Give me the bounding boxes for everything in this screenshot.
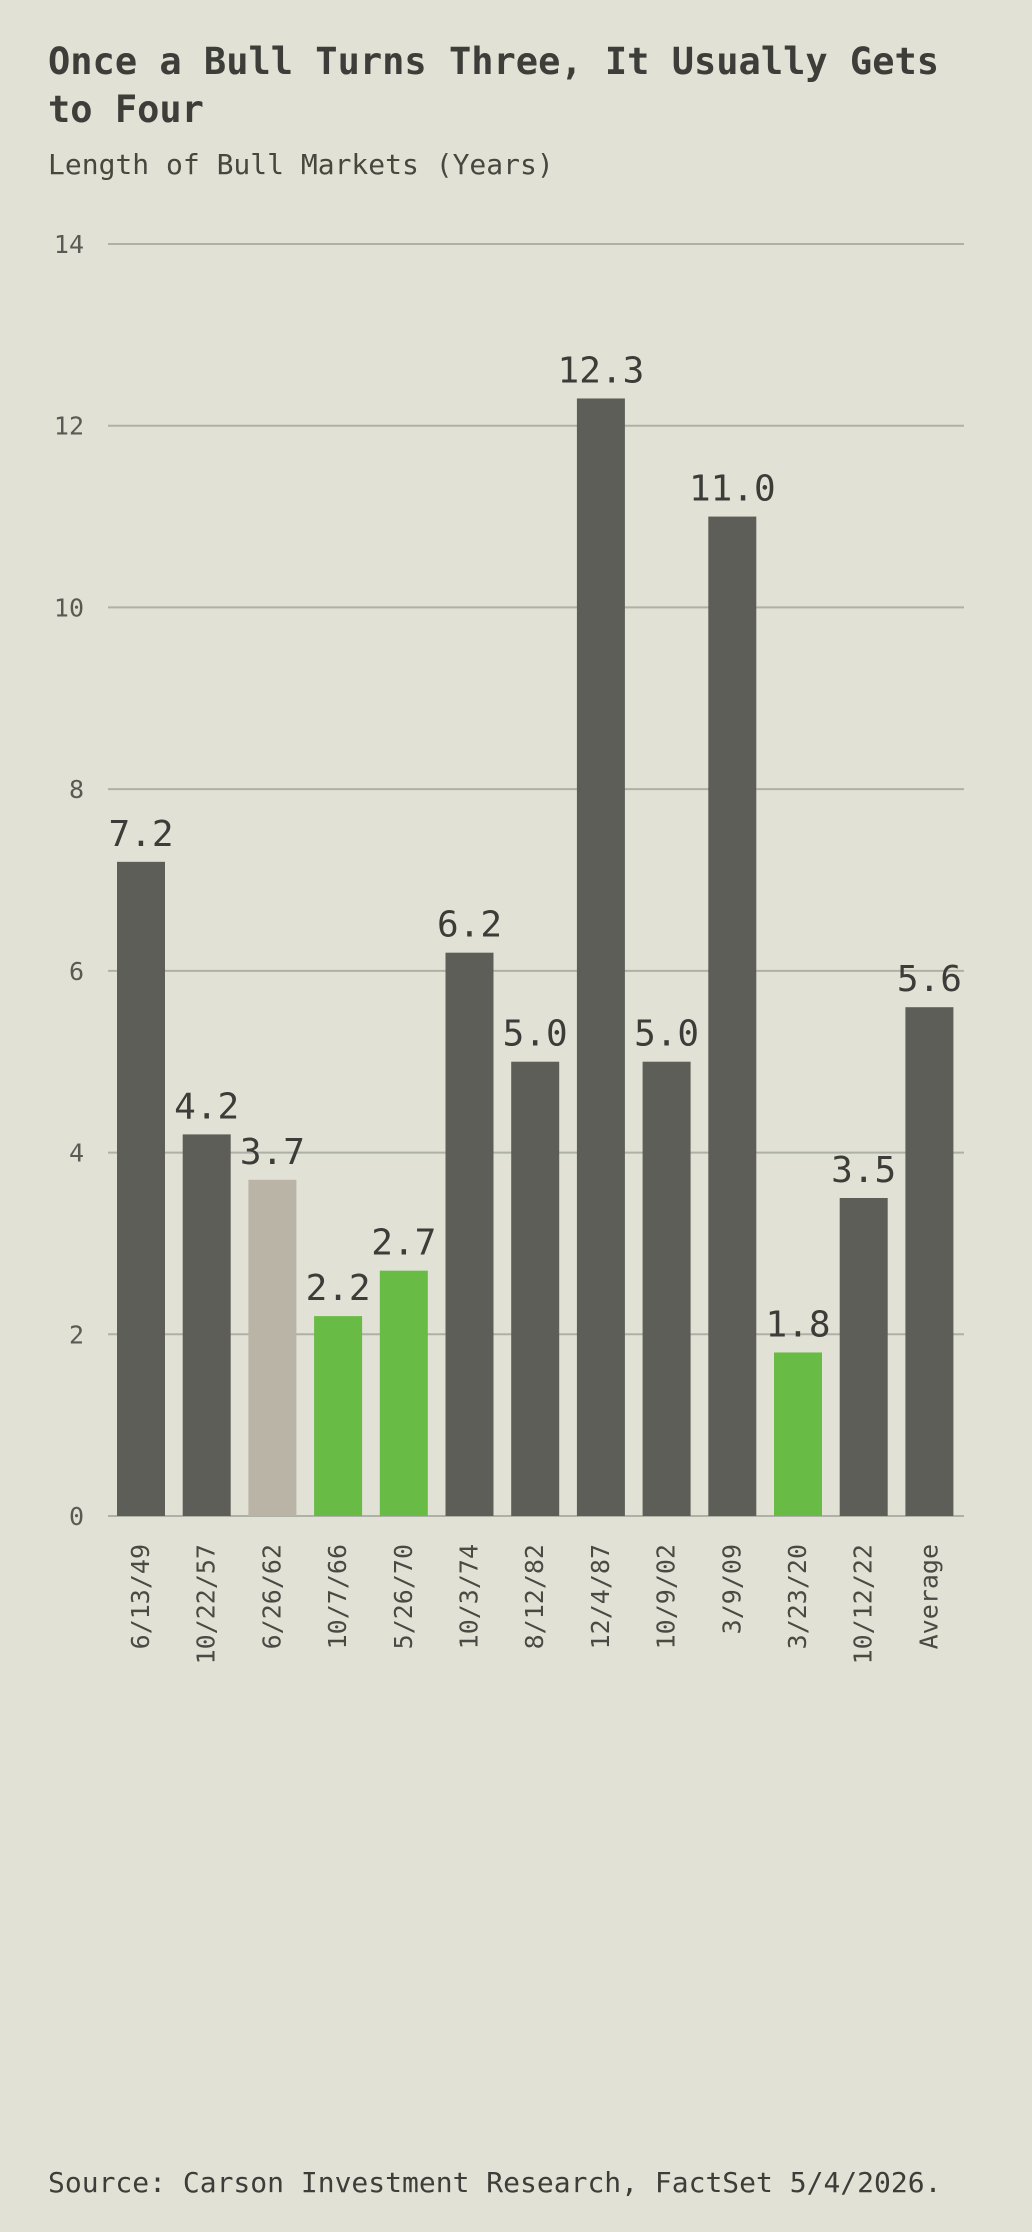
value-label: 11.0 [689,469,776,510]
value-label: 7.2 [108,814,173,855]
y-tick-label: 0 [69,1502,84,1531]
x-tick-label: 3/9/09 [717,1544,746,1634]
bar [182,1134,231,1516]
x-axis-ticks: 6/13/49 10/22/57 6/26/62 10/7/66 5/26/70 10/3… [126,1544,943,1664]
bar [905,1007,954,1516]
x-tick-label: 10/3/74 [455,1544,484,1649]
x-tick-label: 10/9/02 [652,1544,681,1649]
value-label: 12.3 [558,350,645,391]
x-tick-label: 10/7/66 [323,1544,352,1649]
x-tick-label: 12/4/87 [586,1544,615,1649]
value-label: 5.0 [634,1014,699,1055]
bar [314,1316,363,1516]
x-tick-label: Average [914,1544,943,1649]
bar [774,1352,822,1516]
value-label: 2.7 [371,1223,436,1264]
bar [379,1270,428,1516]
y-axis-ticks: 0 2 4 6 8 10 12 14 [54,230,84,1531]
bar [708,516,757,1516]
y-tick-label: 2 [69,1320,84,1349]
chart-subtitle: Length of Bull Markets (Years) [48,148,554,181]
x-tick-label: 10/22/57 [192,1544,221,1664]
x-tick-label: 5/26/70 [389,1544,418,1649]
x-tick-label: 8/12/82 [520,1544,549,1649]
x-tick-label: 3/23/20 [783,1544,812,1649]
source-note: Source: Carson Investment Research, Fact… [48,2166,942,2199]
value-label: 6.2 [437,905,502,946]
chart-title: Once a Bull Turns Three, It Usually Gets… [48,40,940,131]
bar [642,1061,691,1516]
bar [248,1179,297,1516]
bar [511,1061,560,1516]
bar [117,861,165,1516]
x-tick-label: 10/12/22 [849,1544,878,1664]
value-label: 1.8 [765,1304,830,1345]
value-label: 2.2 [306,1268,371,1309]
value-label: 4.2 [174,1086,239,1127]
bar [445,952,494,1516]
x-tick-label: 6/26/62 [257,1544,286,1649]
value-label: 3.5 [831,1150,896,1191]
bar [576,398,625,1516]
value-label: 3.7 [240,1132,305,1173]
x-tick-label: 6/13/49 [126,1544,155,1649]
y-tick-label: 4 [69,1139,84,1168]
bar [839,1198,888,1516]
value-labels: 7.2 4.23.7 2.22.7 6.2 5.0 12.3 5.0 11.0 1.8 3.5 5.… [108,350,961,1345]
y-tick-label: 8 [69,775,84,804]
y-tick-label: 14 [54,230,84,259]
y-tick-label: 12 [54,412,84,441]
y-tick-label: 6 [69,957,84,986]
y-tick-label: 10 [54,593,84,622]
bars [117,398,954,1516]
value-label: 5.0 [503,1014,568,1055]
value-label: 5.6 [897,959,962,1000]
